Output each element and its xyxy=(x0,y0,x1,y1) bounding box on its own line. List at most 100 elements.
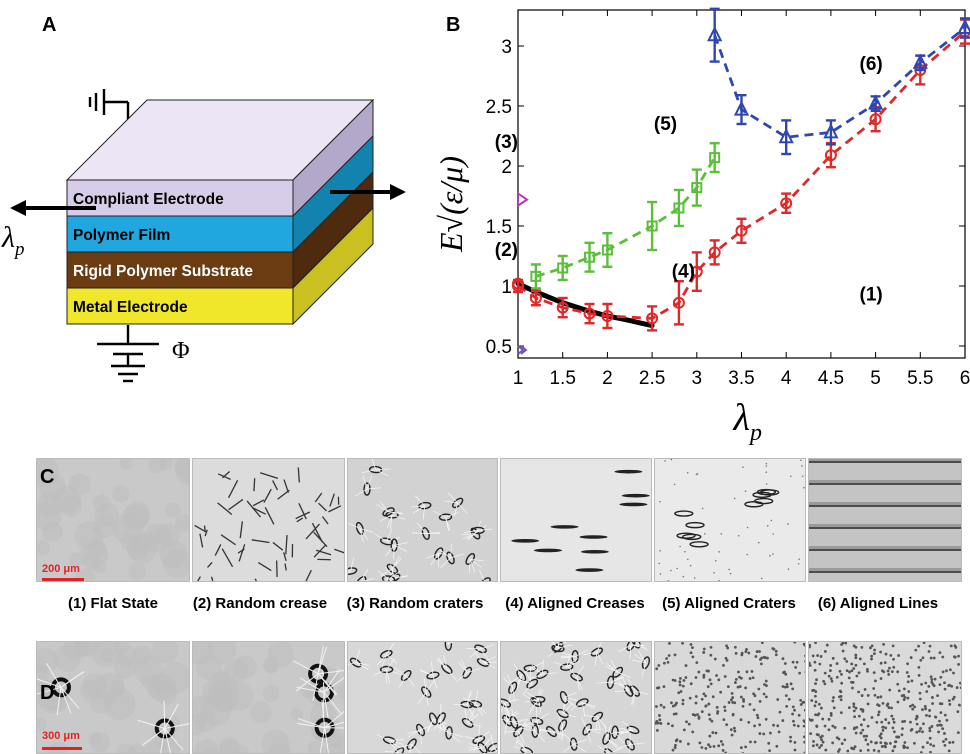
layer-polymer-film xyxy=(66,215,294,253)
data-point xyxy=(556,301,569,314)
voltage-symbol: Φ xyxy=(172,338,190,364)
data-point xyxy=(691,182,703,194)
data-point xyxy=(780,197,793,210)
morphology-caption-4: (4) Aligned Creases xyxy=(505,595,645,612)
region-annotation: (6) xyxy=(860,54,883,75)
data-point xyxy=(529,292,542,304)
x-tick-label: 2.5 xyxy=(639,368,665,389)
x-tick-label: 5 xyxy=(870,368,881,389)
data-point xyxy=(824,149,837,162)
micrograph-background xyxy=(655,459,805,581)
morphology-caption-6: (6) Aligned Lines xyxy=(817,595,939,612)
x-tick-label: 1 xyxy=(513,368,524,389)
micrograph-background xyxy=(348,459,497,581)
device-schematic: Compliant Electrode Polymer Film Rigid Pol… xyxy=(1,89,406,383)
row-c-micrograph-4 xyxy=(500,458,652,582)
scale-label-d: 300 μm xyxy=(42,730,80,742)
x-tick-label: 2 xyxy=(602,368,613,389)
row-c-micrograph-1 xyxy=(36,458,190,582)
data-point xyxy=(778,127,794,144)
x-tick-label: 5.5 xyxy=(907,368,933,389)
row-c-micrograph-6 xyxy=(808,458,962,582)
row-c-micrograph-2 xyxy=(192,458,345,582)
morphology-caption-1: (1) Flat State xyxy=(67,595,158,612)
data-point xyxy=(823,123,839,139)
y-tick-label: 3 xyxy=(501,37,512,58)
region-annotation: (2) xyxy=(495,240,518,261)
layer-label-rigid-substrate: Rigid Polymer Substrate xyxy=(73,263,253,280)
x-tick-label: 3.5 xyxy=(728,368,754,389)
region-annotation: (1) xyxy=(860,284,883,305)
micrograph-background xyxy=(501,642,651,753)
top-ground-icon xyxy=(88,89,130,127)
y-axis-label: E√(ε/μ) xyxy=(433,156,469,253)
data-point xyxy=(708,246,721,259)
row-d-micrograph-5 xyxy=(654,641,806,754)
data-point xyxy=(646,220,658,232)
row-d-micrograph-2 xyxy=(192,641,345,754)
data-point xyxy=(530,270,542,282)
scale-bar-c xyxy=(42,578,84,581)
y-tick-label: 2.5 xyxy=(486,97,512,118)
data-point xyxy=(733,100,750,116)
data-point xyxy=(957,18,970,34)
row-d-micrograph-1 xyxy=(36,641,190,754)
panel-label-a: A xyxy=(42,14,57,36)
panel-label-c: C xyxy=(40,466,55,488)
y-tick-label: 0.5 xyxy=(486,337,512,358)
data-point xyxy=(601,244,613,256)
data-point xyxy=(690,265,703,278)
data-point xyxy=(584,251,596,263)
layer-metal-electrode xyxy=(66,287,294,325)
stretch-symbol: λp xyxy=(1,221,25,260)
morphology-caption-2: (2) Random crease xyxy=(192,595,328,612)
region-annotation: (3) xyxy=(495,132,518,153)
row-d-micrograph-6 xyxy=(808,641,962,754)
data-point xyxy=(735,224,748,237)
region-annotation: (4) xyxy=(672,262,695,283)
data-point xyxy=(646,312,659,325)
region-annotation: (5) xyxy=(654,114,677,135)
scale-bar-d xyxy=(42,747,82,750)
data-point xyxy=(867,94,884,110)
data-point xyxy=(709,152,721,164)
left-stretch-arrow-icon xyxy=(10,200,96,216)
data-point xyxy=(869,113,882,126)
row-c-micrograph-5 xyxy=(654,458,806,582)
panel-label-d: D xyxy=(40,682,55,704)
layer-label-metal-electrode: Metal Electrode xyxy=(73,299,188,316)
data-point xyxy=(707,25,723,42)
morphology-caption-5: (5) Aligned Craters xyxy=(662,595,796,612)
edge-marker xyxy=(517,345,528,355)
line-onset-series xyxy=(707,7,970,156)
row-d-micrograph-3 xyxy=(347,641,498,754)
battery-icon xyxy=(97,325,159,383)
data-point xyxy=(673,202,685,214)
x-tick-label: 3 xyxy=(692,368,703,389)
row-c-micrograph-3 xyxy=(347,458,498,582)
micrograph-background xyxy=(193,459,344,581)
micrograph-background xyxy=(655,642,805,753)
x-tick-label: 6 xyxy=(960,368,970,389)
data-point xyxy=(601,310,614,322)
x-tick-label: 1.5 xyxy=(549,368,575,389)
y-tick-label: 2 xyxy=(501,157,512,178)
data-point xyxy=(557,262,569,274)
edge-marker xyxy=(517,191,529,208)
edge-marker xyxy=(512,277,524,290)
plot-area xyxy=(517,9,966,359)
x-tick-label: 4.5 xyxy=(818,368,844,389)
layer-label-compliant-electrode: Compliant Electrode xyxy=(73,191,224,208)
phase-diagram-chart: 1 1.5 2 2.5 3 3.5 4 4.5 5 5.5 60.511.522.53λpE√(ε/… xyxy=(433,7,970,446)
panel-label-b: B xyxy=(446,14,461,36)
morphology-caption-3: (3) Random craters xyxy=(346,595,484,612)
row-d-micrograph-4 xyxy=(500,641,652,754)
series-line xyxy=(517,30,966,320)
x-tick-label: 4 xyxy=(781,368,792,389)
right-stretch-arrow-icon xyxy=(330,184,406,200)
scale-label-c: 200 μm xyxy=(42,563,80,575)
x-axis-label: λp xyxy=(733,397,762,446)
layer-label-polymer-film: Polymer Film xyxy=(73,227,170,244)
data-point xyxy=(912,53,928,69)
y-tick-label: 1.5 xyxy=(486,217,512,238)
